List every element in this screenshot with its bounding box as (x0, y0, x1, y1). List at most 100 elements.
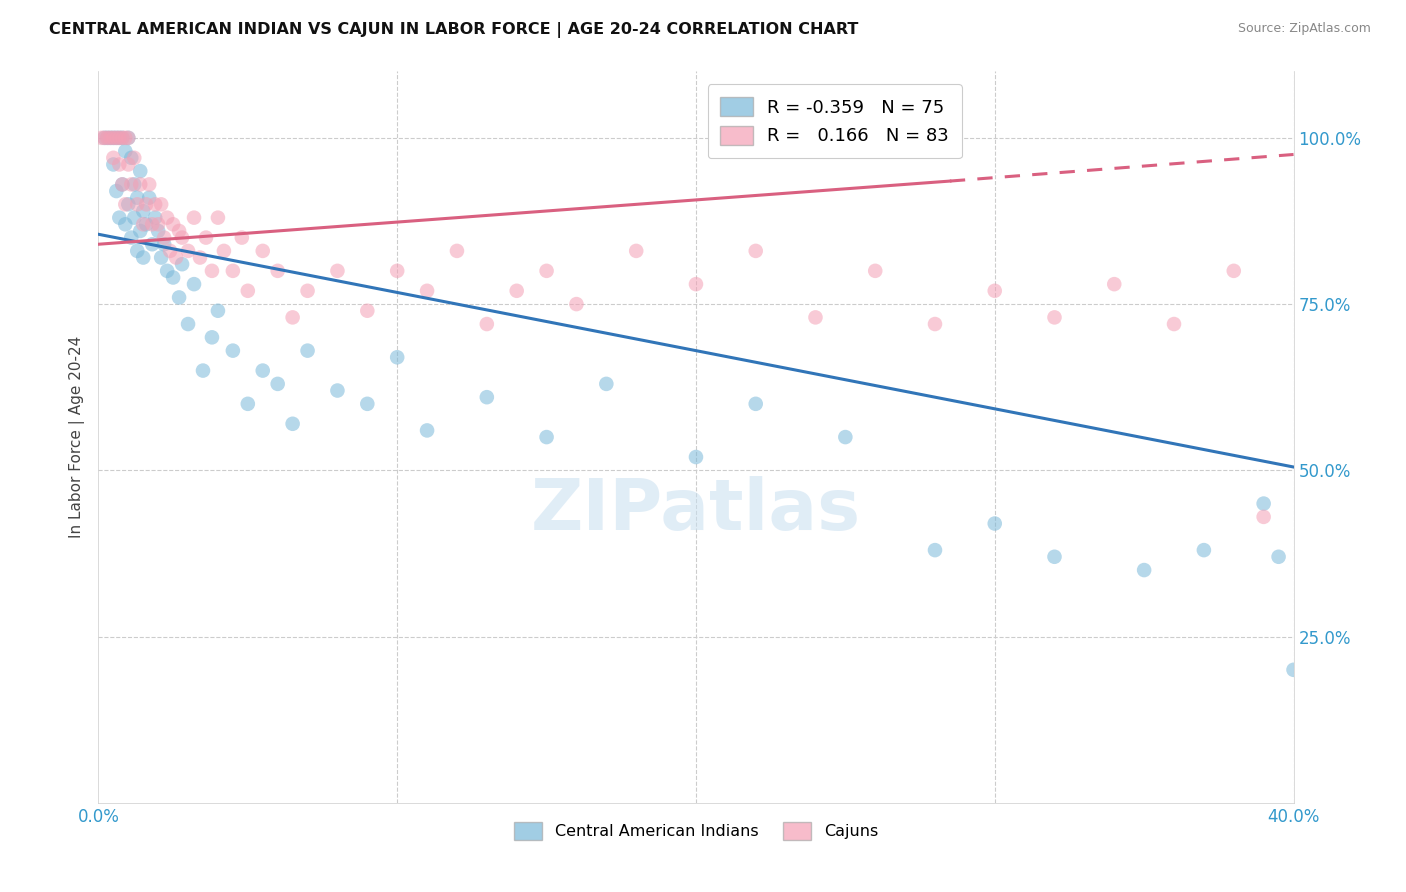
Point (111, 131, 134, 145)
Point (172, 257, 194, 271)
Point (281, 417, 304, 431)
Point (924, 543, 946, 558)
Point (124, 211, 146, 225)
Point (103, 151, 125, 165)
Point (96, 131, 118, 145)
Point (745, 244, 768, 258)
Point (446, 244, 468, 258)
Point (834, 430, 856, 444)
Point (108, 211, 131, 225)
Point (159, 244, 181, 258)
Point (105, 184, 128, 198)
Point (117, 131, 139, 145)
Point (108, 131, 131, 145)
Text: ZIPatlas: ZIPatlas (531, 475, 860, 545)
Point (111, 178, 134, 192)
Point (506, 284, 529, 298)
Point (141, 217, 163, 231)
Point (236, 397, 259, 411)
Point (103, 157, 125, 171)
Point (267, 376, 290, 391)
Point (191, 363, 214, 377)
Point (162, 217, 184, 231)
Point (172, 230, 194, 244)
Point (201, 330, 224, 344)
Text: Source: ZipAtlas.com: Source: ZipAtlas.com (1237, 22, 1371, 36)
Point (536, 264, 558, 278)
Point (536, 430, 558, 444)
Point (236, 284, 259, 298)
Point (685, 277, 707, 292)
Point (111, 131, 134, 145)
Point (385, 264, 409, 278)
Point (984, 516, 1007, 531)
Point (685, 450, 707, 464)
Point (212, 244, 235, 258)
Point (385, 351, 409, 365)
Point (120, 230, 142, 244)
Point (475, 390, 498, 404)
Point (1133, 563, 1156, 577)
Point (626, 244, 648, 258)
Legend: Central American Indians, Cajuns: Central American Indians, Cajuns (508, 816, 884, 846)
Point (93, 131, 115, 145)
Point (475, 317, 498, 331)
Point (129, 224, 152, 238)
Point (132, 251, 155, 265)
Point (1104, 277, 1126, 292)
Point (162, 270, 184, 285)
Point (132, 204, 155, 219)
Point (1192, 543, 1215, 558)
Point (148, 224, 170, 238)
Point (153, 230, 176, 244)
Point (1267, 549, 1289, 564)
Point (105, 131, 128, 145)
Point (108, 157, 131, 171)
Point (1043, 310, 1066, 325)
Point (103, 131, 125, 145)
Point (865, 264, 887, 278)
Point (98, 131, 122, 145)
Point (167, 290, 190, 304)
Point (924, 317, 946, 331)
Point (565, 297, 588, 311)
Point (326, 264, 349, 278)
Point (231, 230, 253, 244)
Point (117, 157, 139, 171)
Point (114, 131, 136, 145)
Point (150, 251, 173, 265)
Point (252, 244, 274, 258)
Point (135, 217, 157, 231)
Point (114, 144, 136, 158)
Point (143, 211, 166, 225)
Point (1253, 509, 1275, 524)
Point (201, 264, 224, 278)
Point (297, 343, 319, 358)
Point (326, 384, 349, 398)
Point (98, 131, 122, 145)
Point (135, 197, 157, 211)
Point (117, 197, 139, 211)
Point (1223, 264, 1246, 278)
Point (297, 284, 319, 298)
Point (108, 131, 131, 145)
Point (188, 251, 211, 265)
Point (148, 217, 170, 231)
Point (141, 237, 163, 252)
Point (267, 264, 290, 278)
Point (93, 131, 115, 145)
Point (167, 224, 190, 238)
Point (183, 277, 205, 292)
Point (281, 310, 304, 325)
Point (356, 397, 378, 411)
Point (252, 363, 274, 377)
Point (153, 237, 176, 252)
Point (124, 151, 146, 165)
Point (127, 197, 149, 211)
Point (195, 230, 218, 244)
Point (222, 343, 245, 358)
Point (1282, 663, 1305, 677)
Point (745, 397, 768, 411)
Point (114, 197, 136, 211)
Point (124, 178, 146, 192)
